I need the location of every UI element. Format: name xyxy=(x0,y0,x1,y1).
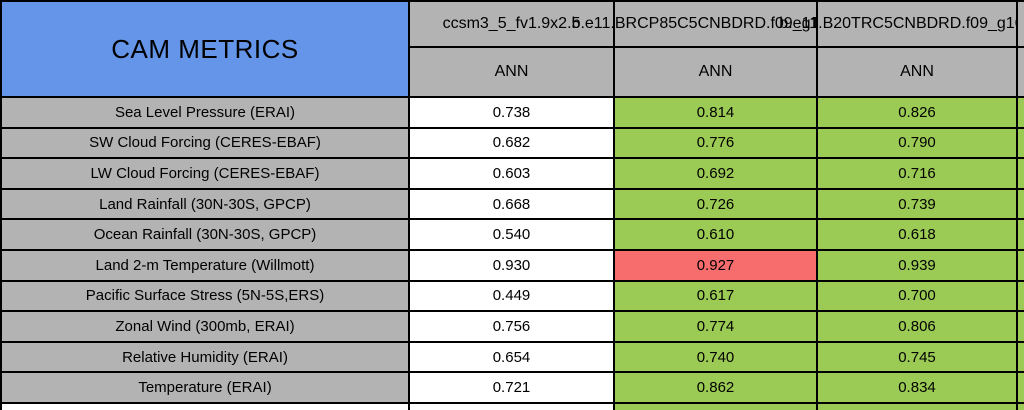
model-name-label: b.e11.B20TRC5CNBDRD.f09_g16.001 xyxy=(779,15,1024,32)
metric-row-label: Land Rainfall (30N-30S, GPCP) xyxy=(2,189,408,219)
metric-value-cell: 0.610 xyxy=(615,220,816,249)
metric-value-cell: 0.862 xyxy=(615,373,816,402)
metric-row-label: Pacific Surface Stress (5N-5S,ERS) xyxy=(2,281,408,311)
partial-row-cell xyxy=(410,403,613,410)
metric-value-cell-clipped xyxy=(1018,189,1024,219)
partial-row-cell xyxy=(2,403,408,410)
season-header: ANN xyxy=(410,48,613,96)
metric-value-cell: 0.834 xyxy=(818,373,1016,402)
metric-value-cell-clipped xyxy=(1018,98,1024,127)
metric-value-cell: 0.654 xyxy=(410,342,613,372)
metric-row-label: Ocean Rainfall (30N-30S, GPCP) xyxy=(2,220,408,249)
metric-value-cell-clipped xyxy=(1018,128,1024,158)
metric-value-cell: 0.716 xyxy=(818,159,1016,188)
partial-row-cell xyxy=(1018,403,1024,410)
metric-value-cell: 0.790 xyxy=(818,128,1016,158)
metric-value-cell: 0.776 xyxy=(615,128,816,158)
metric-row-label: SW Cloud Forcing (CERES-EBAF) xyxy=(2,128,408,158)
metric-value-cell: 0.617 xyxy=(615,281,816,311)
metric-value-cell-clipped xyxy=(1018,281,1024,311)
metric-value-cell: 0.721 xyxy=(410,373,613,402)
metric-value-cell: 0.449 xyxy=(410,281,613,311)
metric-value-cell: 0.726 xyxy=(615,189,816,219)
metric-value-cell: 0.603 xyxy=(410,159,613,188)
metric-value-cell-clipped xyxy=(1018,373,1024,402)
metric-row-label: Relative Humidity (ERAI) xyxy=(2,342,408,372)
metric-value-cell: 0.540 xyxy=(410,220,613,249)
metric-value-cell: 0.668 xyxy=(410,189,613,219)
season-header-clipped xyxy=(1018,48,1024,96)
metric-value-cell: 0.930 xyxy=(410,250,613,280)
model-column-header-2: b.e11.BRCP85C5CNBDRD.f09_g16.001 xyxy=(572,2,859,46)
model-column-header-4-clipped xyxy=(1018,2,1024,46)
metric-value-cell: 0.738 xyxy=(410,98,613,127)
metric-value-cell: 0.618 xyxy=(818,220,1016,249)
partial-row-cell xyxy=(818,403,1016,410)
metric-value-cell: 0.745 xyxy=(818,342,1016,372)
model-name-label: ccsm3_5_fv1.9x2.5 xyxy=(442,15,581,32)
metric-value-cell: 0.739 xyxy=(818,189,1016,219)
metric-value-cell: 0.774 xyxy=(615,312,816,341)
season-header: ANN xyxy=(818,48,1016,96)
metric-value-cell: 0.740 xyxy=(615,342,816,372)
metric-value-cell: 0.700 xyxy=(818,281,1016,311)
metric-value-cell-clipped xyxy=(1018,159,1024,188)
metric-value-cell: 0.826 xyxy=(818,98,1016,127)
metric-value-cell: 0.756 xyxy=(410,312,613,341)
metric-value-cell: 0.939 xyxy=(818,250,1016,280)
model-column-header-1: ccsm3_5_fv1.9x2.5 xyxy=(410,2,613,46)
metric-value-cell: 0.682 xyxy=(410,128,613,158)
metric-value-cell-clipped xyxy=(1018,342,1024,372)
metric-row-label: Zonal Wind (300mb, ERAI) xyxy=(2,312,408,341)
metric-row-label: Land 2-m Temperature (Willmott) xyxy=(2,250,408,280)
metric-row-label: Sea Level Pressure (ERAI) xyxy=(2,98,408,127)
metric-value-cell-clipped xyxy=(1018,312,1024,341)
metric-value-cell-clipped xyxy=(1018,220,1024,249)
metric-value-cell: 0.927 xyxy=(615,250,816,280)
metric-value-cell: 0.814 xyxy=(615,98,816,127)
model-name-label: b.e11.BRCP85C5CNBDRD.f09_g16.001 xyxy=(571,15,860,32)
metric-value-cell-clipped xyxy=(1018,250,1024,280)
metric-row-label: Temperature (ERAI) xyxy=(2,373,408,402)
metric-row-label: LW Cloud Forcing (CERES-EBAF) xyxy=(2,159,408,188)
partial-row-cell xyxy=(615,403,816,410)
model-column-header-3: b.e11.B20TRC5CNBDRD.f09_g16.001 xyxy=(779,2,1024,46)
metric-value-cell: 0.806 xyxy=(818,312,1016,341)
season-header: ANN xyxy=(615,48,816,96)
cam-metrics-title: CAM METRICS xyxy=(2,2,408,96)
metric-value-cell: 0.692 xyxy=(615,159,816,188)
